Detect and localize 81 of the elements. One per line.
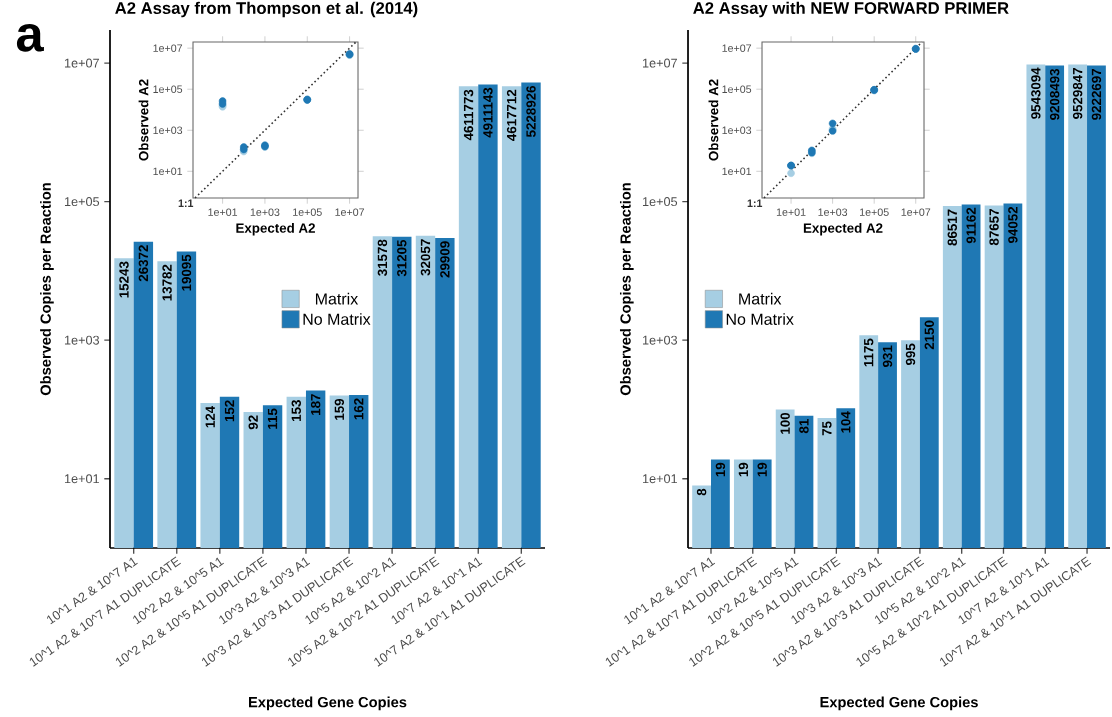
x-tick-label: 1e+03 (818, 208, 848, 216)
data-label: 15243 (119, 261, 129, 298)
x-axis-title: Expected Gene Copies (820, 696, 978, 711)
data-label: 4617712 (506, 89, 517, 141)
data-label: 5228926 (526, 85, 536, 137)
data-label: 86517 (947, 209, 957, 246)
y-axis-title: Observed A2 (138, 79, 149, 161)
x-tick-label: 1e+05 (293, 208, 322, 216)
y-tick-label: 1e+03 (153, 126, 183, 135)
data-label: 159 (334, 398, 345, 420)
text: a (16, 23, 44, 52)
data-label: 32057 (420, 239, 431, 276)
data-label: 19 (757, 462, 767, 477)
data-label: 104 (841, 411, 851, 433)
legend-label: Matrix (315, 292, 359, 305)
y-tick-label: 1e+05 (643, 197, 678, 207)
y-tick-label: 1e+01 (722, 167, 752, 176)
data-label: 19095 (181, 254, 192, 291)
y-tick-label: 1e+07 (64, 58, 99, 68)
y-axis-title: Observed A2 (708, 79, 719, 161)
y-tick-label: 1e+07 (643, 58, 677, 68)
y-tick-label: 1e+07 (153, 44, 183, 52)
x-tick-label: 1e+07 (335, 208, 365, 216)
data-label: 124 (205, 405, 215, 428)
data-label: 13782 (162, 264, 172, 301)
y-tick-label: 1e+01 (643, 474, 677, 484)
x-tick-label: 1e+01 (208, 208, 238, 216)
data-label: 4911143 (483, 87, 493, 138)
y-tick-label: 1e+03 (643, 335, 678, 345)
x-axis-title: Expected A2 (803, 222, 883, 236)
data-label: 31205 (397, 239, 407, 277)
data-label: 92 (248, 415, 258, 430)
chart-title: A2 Assay from Thompson et al. (2014) (115, 1, 418, 18)
y-tick-label: 1e+07 (722, 44, 752, 52)
data-label: 995 (905, 343, 916, 366)
data-label: 29909 (440, 241, 450, 278)
y-tick-label: 1e+01 (64, 474, 99, 484)
y-tick-label: 1e+05 (64, 197, 100, 207)
data-label: 91162 (966, 207, 976, 244)
x-tick-label: 1e+03 (250, 208, 280, 216)
data-label: 87657 (989, 209, 999, 246)
chart-title: A2 Assay with NEW FORWARD PRIMER (693, 1, 1009, 18)
data-label: 81 (799, 419, 809, 434)
legend-label: No Matrix (303, 313, 371, 325)
legend-label: Matrix (739, 292, 782, 305)
data-label: 152 (224, 400, 235, 422)
data-label: 8 (696, 488, 707, 496)
legend-label: No Matrix (726, 313, 794, 325)
data-label: 100 (780, 412, 790, 434)
x-tick-label: 1e+07 (901, 208, 931, 216)
data-label: 115 (267, 408, 278, 429)
data-label: 9543094 (1031, 67, 1041, 119)
y-tick-label: 1e+03 (64, 335, 100, 345)
data-label: 162 (354, 398, 364, 420)
data-label: 94052 (1008, 206, 1018, 243)
data-label: 9529847 (1072, 68, 1083, 119)
data-label: 1175 (864, 338, 874, 367)
y-axis-title: Observed Copies per Reaction (40, 183, 54, 396)
y-axis-title: Observed Copies per Reaction (619, 183, 634, 396)
y-tick-label: 1e+01 (153, 167, 183, 176)
x-axis-title: Expected A2 (236, 222, 315, 236)
data-label: 26372 (138, 245, 149, 282)
y-tick-label: 1e+03 (722, 126, 752, 135)
data-label: 31578 (377, 239, 388, 276)
series-label: 1:1 (747, 199, 763, 207)
data-label: 931 (882, 345, 893, 368)
data-label: 9208493 (1049, 68, 1060, 120)
data-label: 19 (715, 462, 726, 477)
series-label: 1:1 (178, 199, 194, 207)
data-label: 4611773 (463, 89, 474, 141)
x-tick-label: 1e+05 (860, 208, 889, 216)
data-label: 153 (291, 400, 301, 421)
data-label: 19 (738, 462, 749, 477)
y-tick-label: 1e+05 (153, 85, 183, 93)
x-axis-title: Expected Gene Copies (249, 696, 407, 711)
x-tick-label: 1e+01 (776, 208, 806, 216)
data-label: 2150 (924, 320, 935, 350)
data-label: 187 (310, 394, 321, 415)
data-label: 75 (822, 421, 832, 436)
y-tick-label: 1e+05 (722, 85, 752, 93)
data-label: 9222697 (1091, 69, 1102, 120)
